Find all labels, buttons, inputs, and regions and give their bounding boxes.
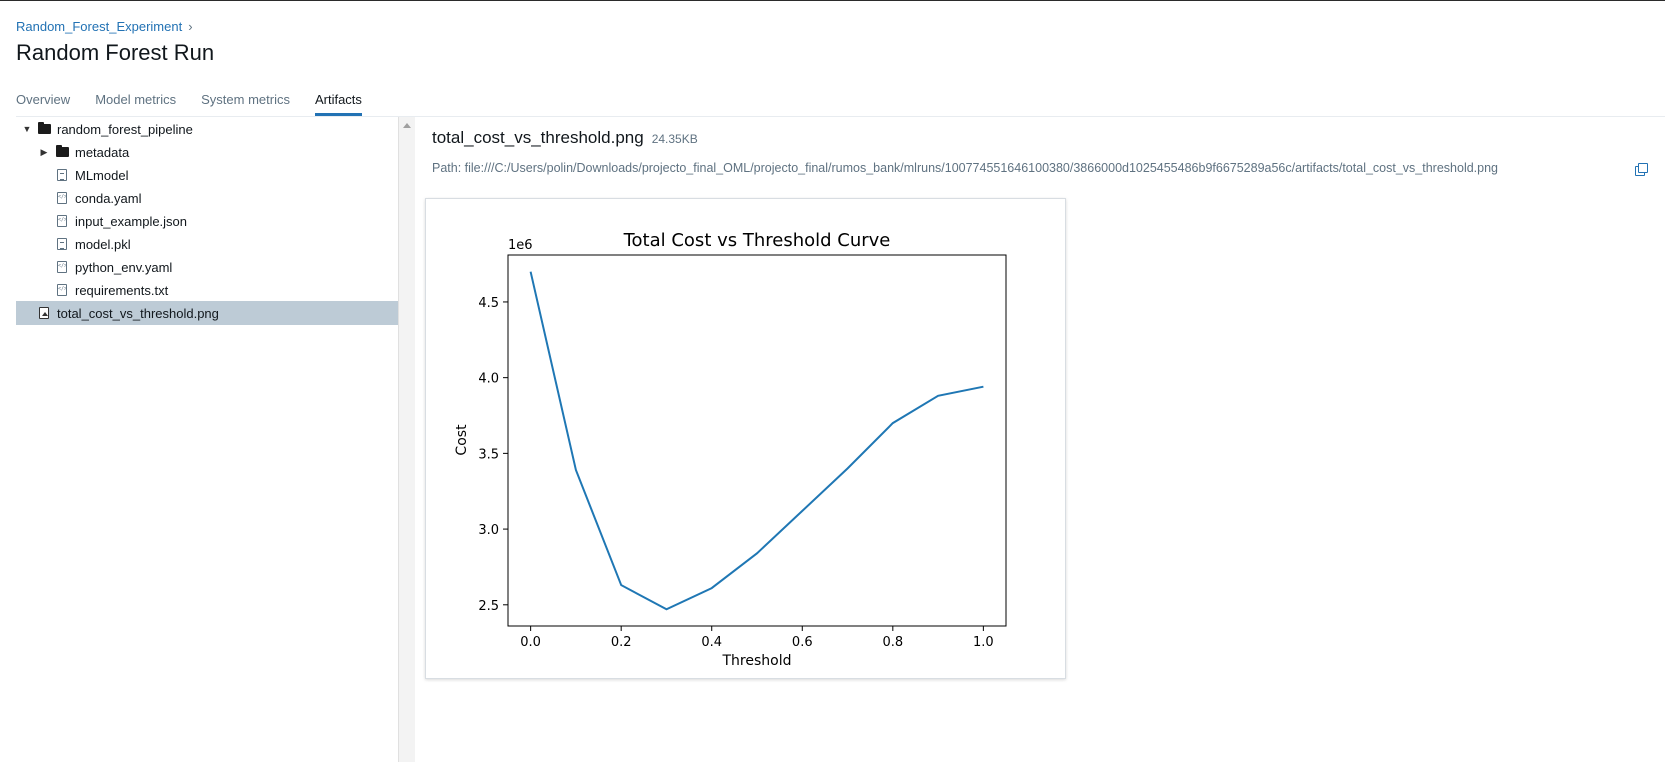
tab-model-metrics[interactable]: Model metrics [95,92,177,107]
window-top-border [0,0,1665,1]
caret-down-icon[interactable]: ▼ [22,124,32,134]
tree-item-conda-yaml[interactable]: conda.yaml [16,186,398,210]
cost-threshold-chart: Total Cost vs Threshold Curve 1e6 Thresh… [454,230,1007,669]
tree-item-label: requirements.txt [75,282,169,298]
plot-area-frame [507,254,1007,627]
y-tick-label: 4.0 [478,372,499,387]
tree-item-label: python_env.yaml [75,259,173,275]
scroll-up-arrow-icon[interactable] [403,123,411,128]
image-file-icon [39,307,49,319]
path-row: Path: file:///C:/Users/polin/Downloads/p… [432,161,1498,175]
tree-item-label: total_cost_vs_threshold.png [57,305,219,321]
y-tick-label: 2.5 [478,599,499,614]
breadcrumb-separator-icon: › [188,19,193,34]
file-icon [57,238,67,250]
x-axis-label: Threshold [722,653,792,669]
tab-system-metrics[interactable]: System metrics [201,92,290,107]
folder-icon [56,145,69,157]
tree-item-mlmodel[interactable]: MLmodel [16,163,398,187]
x-tick-label: 0.4 [701,635,722,650]
tab-bar: Overview Model metrics System metrics Ar… [16,92,387,117]
x-tick-label: 0.2 [611,635,632,650]
caret-right-icon[interactable]: ▶ [40,146,48,157]
artifact-tree: ▼ random_forest_pipeline ▶ metadata MLmo… [16,117,398,762]
code-file-icon [57,284,67,296]
breadcrumb: Random_Forest_Experiment › [16,19,193,34]
copy-icon[interactable] [1635,163,1648,176]
code-file-icon [57,192,67,204]
x-tick-label: 0.8 [882,635,903,650]
tree-item-metadata[interactable]: ▶ metadata [16,140,398,164]
tree-item-label: MLmodel [75,167,129,183]
tree-item-label: metadata [75,144,130,160]
x-tick-label: 1.0 [973,635,994,650]
file-name: total_cost_vs_threshold.png [432,128,644,147]
y-tick-label: 4.5 [478,296,499,311]
y-offset-label: 1e6 [508,238,533,253]
artifact-path: Path: file:///C:/Users/polin/Downloads/p… [432,161,1498,175]
tree-item-random-forest-pipeline[interactable]: ▼ random_forest_pipeline [16,117,398,141]
series-line [529,271,984,611]
file-header: total_cost_vs_threshold.png 24.35KB [432,128,698,148]
artifact-image: Total Cost vs Threshold Curve 1e6 Thresh… [425,198,1066,679]
y-tick-label: 3.0 [478,523,499,538]
y-tick-label: 3.5 [478,447,499,462]
x-tick-label: 0.0 [520,635,541,650]
chart-title: Total Cost vs Threshold Curve [623,230,891,251]
code-file-icon [57,261,67,273]
file-size: 24.35KB [651,132,698,146]
tree-scrollbar[interactable] [398,117,415,762]
tree-item-requirements-txt[interactable]: requirements.txt [16,278,398,302]
y-axis-label: Cost [454,424,470,456]
x-tick-label: 0.6 [792,635,813,650]
artifact-preview: total_cost_vs_threshold.png 24.35KB Path… [425,117,1665,762]
page-title: Random Forest Run [16,40,215,65]
tab-overview[interactable]: Overview [16,92,71,107]
tab-artifacts[interactable]: Artifacts [314,92,362,117]
tree-item-label: conda.yaml [75,190,142,206]
file-icon [57,169,67,181]
tabs-divider [16,116,1665,117]
code-file-icon [57,215,67,227]
breadcrumb-experiment-link[interactable]: Random_Forest_Experiment [16,19,183,34]
tree-item-total-cost-vs-threshold-png[interactable]: total_cost_vs_threshold.png [16,301,398,325]
tree-item-input-example-json[interactable]: input_example.json [16,209,398,233]
tree-item-label: random_forest_pipeline [57,121,193,137]
tree-item-label: model.pkl [75,236,131,252]
tree-item-model-pkl[interactable]: model.pkl [16,232,398,256]
tree-item-label: input_example.json [75,213,188,229]
tree-item-python-env-yaml[interactable]: python_env.yaml [16,255,398,279]
folder-icon [38,122,51,134]
